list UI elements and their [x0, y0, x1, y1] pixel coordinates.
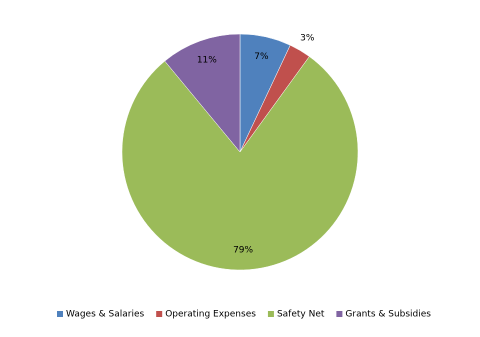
data-label: 79% [233, 245, 253, 255]
legend-label: Operating Expenses [165, 310, 256, 320]
pie-slice [121, 56, 359, 271]
legend-label: Grants & Subsidies [345, 310, 431, 320]
legend-label: Wages & Salaries [66, 310, 144, 320]
legend-label: Safety Net [277, 310, 325, 320]
legend-marker [336, 311, 343, 317]
data-label: 3% [300, 34, 315, 44]
data-label: 7% [254, 52, 269, 62]
legend-marker [267, 311, 274, 317]
pie-slice [164, 33, 241, 153]
data-label: 11% [197, 55, 217, 65]
legend-marker [57, 311, 63, 317]
legend-marker [156, 311, 163, 317]
